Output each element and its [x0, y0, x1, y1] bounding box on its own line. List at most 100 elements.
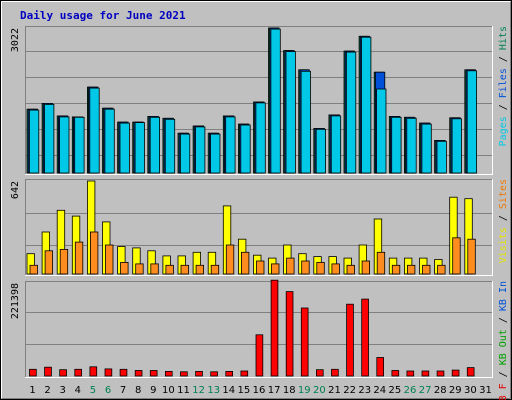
bar-sites [406, 264, 416, 275]
legend-item: Visits [498, 227, 509, 263]
legend-item: Sites [498, 179, 509, 209]
bar-pages [436, 140, 447, 174]
bar-sites [225, 244, 235, 275]
bar-kb-f [300, 307, 309, 377]
bar-pages [270, 28, 281, 174]
bar-sites [105, 244, 114, 275]
bar-kb-f [285, 291, 294, 377]
x-tick-label: 3 [60, 385, 66, 396]
x-tick-label: 12 [192, 385, 205, 396]
bar-kb-f [376, 357, 384, 377]
bar-pages [225, 116, 236, 174]
bar-sites [165, 264, 174, 275]
bar-sites [256, 260, 265, 275]
bar-pages [210, 133, 221, 174]
bar-sites [376, 251, 386, 275]
bar-kb-f [44, 366, 52, 377]
bar-pages [179, 133, 191, 174]
bar-kb-f [89, 366, 98, 377]
bar-pages [59, 116, 70, 174]
bar-sites [316, 261, 325, 275]
bar-kb-f [149, 370, 158, 377]
x-tick-label: 21 [328, 385, 341, 396]
bar-kb-f [315, 369, 324, 377]
bar-pages [406, 117, 417, 174]
bar-kb-f [74, 368, 83, 377]
bar-sites [331, 263, 340, 275]
bar-sites [150, 263, 159, 275]
x-tick-label: 10 [162, 385, 175, 396]
bar-pages [466, 70, 478, 174]
x-tick-label: 18 [283, 385, 296, 396]
x-tick-label: 27 [419, 385, 432, 396]
bar-sites [422, 264, 431, 275]
bar-pages [149, 116, 160, 174]
bar-kb-f [119, 368, 128, 377]
bar-sites [120, 261, 129, 275]
x-tick-label: 23 [358, 385, 371, 396]
legend-item: / [498, 209, 509, 227]
bar-sites [195, 264, 205, 275]
bar-pages [119, 122, 130, 174]
bar-pages [421, 123, 432, 174]
x-tick-label: 15 [238, 385, 251, 396]
bar-kb-f [59, 369, 67, 377]
bar-sites [180, 264, 189, 275]
legend-item: KB Out [498, 329, 509, 365]
legend-item: / [498, 365, 509, 383]
legend-item: KB In [498, 281, 509, 311]
x-tick-label: 1 [29, 385, 35, 396]
bar-kb-f [180, 371, 188, 377]
y-axis-max-label: 3022 [10, 28, 21, 52]
panel-2: 642 Visits / Sites [10, 179, 509, 276]
bar-kb-f [270, 279, 279, 377]
x-tick-label: 9 [150, 385, 156, 396]
bar-sites [467, 238, 476, 275]
chart-title: Daily usage for June 2021 [20, 9, 186, 22]
bar-kb-f [255, 334, 264, 377]
bar-pages [255, 102, 266, 174]
bar-kb-f [391, 370, 400, 377]
x-tick-label: 30 [464, 385, 477, 396]
x-tick-label: 19 [298, 385, 311, 396]
bar-kb-f [361, 298, 369, 377]
x-tick-label: 20 [313, 385, 326, 396]
x-tick-label: 25 [389, 385, 402, 396]
panel-1: 3022 Pages / Files / Hits [10, 26, 509, 175]
bar-sites [29, 264, 38, 275]
bar-pages [28, 109, 40, 174]
x-tick-label: 5 [90, 385, 96, 396]
bar-kb-f [240, 370, 249, 377]
legend-item: Pages [498, 116, 509, 146]
bar-sites [452, 237, 461, 275]
x-tick-label: 4 [75, 385, 81, 396]
bar-sites [59, 248, 69, 275]
bar-pages [74, 116, 85, 174]
bar-kb-f [104, 368, 113, 377]
x-tick-label: 11 [177, 385, 190, 396]
bar-sites [135, 263, 144, 275]
bar-pages [451, 118, 462, 174]
bar-pages [195, 126, 206, 174]
bar-pages [361, 36, 372, 174]
bar-pages [300, 70, 311, 174]
bar-pages [285, 51, 296, 174]
bar-sites [240, 251, 250, 275]
x-tick-label: 2 [44, 385, 50, 396]
x-tick-label: 14 [222, 385, 235, 396]
bar-sites [346, 264, 355, 275]
x-tick-label: 8 [135, 385, 141, 396]
bar-pages [240, 124, 251, 174]
legend-item: / [498, 50, 509, 68]
x-tick-label: 26 [404, 385, 417, 396]
x-tick-label: 6 [105, 385, 111, 396]
bar-kb-f [331, 368, 339, 377]
bar-sites [271, 263, 280, 275]
legend-kb: KB F / KB Out / KB In [498, 281, 509, 400]
bar-pages [89, 87, 100, 174]
bar-kb-f [134, 370, 143, 377]
bar-pages [391, 116, 402, 174]
bar-pages [44, 104, 55, 174]
bar-pages [315, 128, 327, 174]
bar-kb-f [451, 369, 460, 377]
